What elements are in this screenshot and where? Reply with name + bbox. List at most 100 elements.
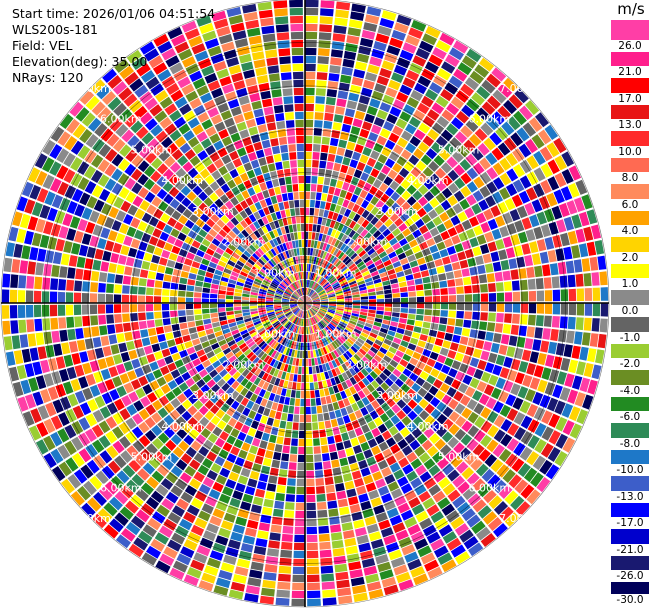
velocity-gate: [221, 136, 233, 147]
velocity-gate: [92, 439, 105, 453]
velocity-gate: [247, 274, 255, 281]
velocity-gate: [151, 254, 161, 264]
velocity-gate: [147, 138, 160, 151]
velocity-gate: [227, 339, 236, 347]
velocity-gate: [253, 320, 262, 326]
velocity-gate: [305, 301, 312, 303]
velocity-gate: [406, 470, 418, 482]
velocity-gate: [488, 283, 496, 292]
velocity-gate: [320, 297, 328, 300]
velocity-gate: [453, 442, 465, 454]
velocity-gate: [180, 185, 191, 196]
velocity-gate: [310, 240, 315, 248]
velocity-gate: [92, 409, 105, 423]
velocity-gate: [511, 194, 523, 208]
velocity-gate: [291, 176, 298, 184]
velocity-gate: [400, 383, 411, 393]
velocity-gate: [555, 433, 568, 449]
velocity-gate: [261, 216, 269, 225]
velocity-gate: [436, 426, 448, 438]
velocity-gate: [218, 311, 226, 317]
velocity-gate: [47, 236, 58, 250]
velocity-gate: [297, 159, 304, 168]
velocity-gate: [71, 352, 81, 365]
velocity-gate: [378, 251, 388, 259]
velocity-gate: [124, 71, 139, 86]
velocity-gate: [207, 107, 219, 118]
velocity-gate: [128, 247, 138, 258]
velocity-gate: [315, 200, 321, 209]
velocity-gate: [306, 462, 314, 471]
velocity-gate: [526, 363, 536, 376]
velocity-gate: [292, 274, 297, 282]
velocity-gate: [174, 136, 187, 148]
range-ring-label: 7.00km: [499, 82, 541, 95]
velocity-gate: [277, 370, 283, 379]
velocity-gate: [286, 217, 292, 225]
velocity-gate: [312, 299, 320, 302]
velocity-gate: [447, 227, 458, 237]
velocity-gate: [426, 238, 436, 247]
velocity-gate: [201, 572, 216, 584]
velocity-gate: [375, 33, 390, 44]
velocity-gate: [351, 288, 359, 293]
velocity-gate: [356, 534, 369, 545]
velocity-gate: [582, 394, 594, 410]
velocity-gate: [375, 406, 385, 416]
velocity-gate: [503, 137, 517, 151]
velocity-gate: [102, 68, 117, 83]
velocity-gate: [294, 200, 300, 208]
velocity-gate: [366, 213, 375, 222]
velocity-gate: [281, 300, 290, 303]
velocity-gate: [286, 421, 293, 430]
velocity-gate: [274, 298, 282, 301]
velocity-gate: [440, 288, 448, 295]
velocity-gate: [138, 320, 147, 330]
velocity-gate: [179, 518, 193, 531]
velocity-gate: [234, 288, 243, 293]
velocity-gate: [447, 489, 461, 502]
velocity-gate: [300, 263, 304, 272]
velocity-gate: [292, 316, 297, 324]
velocity-gate: [270, 317, 278, 323]
velocity-gate: [281, 453, 290, 462]
velocity-gate: [357, 280, 365, 286]
velocity-gate: [305, 358, 309, 367]
velocity-gate: [440, 364, 451, 375]
velocity-gate: [389, 213, 399, 223]
velocity-gate: [347, 455, 357, 465]
velocity-gate: [138, 435, 151, 447]
velocity-gate: [373, 321, 382, 327]
velocity-gate: [164, 355, 174, 365]
velocity-gate: [470, 458, 483, 471]
velocity-gate: [294, 281, 299, 289]
velocity-gate: [466, 399, 478, 411]
velocity-gate: [340, 216, 348, 225]
velocity-gate: [395, 421, 406, 432]
velocity-gate: [252, 496, 264, 506]
velocity-gate: [390, 414, 401, 425]
velocity-gate: [153, 33, 169, 47]
velocity-gate: [327, 211, 334, 220]
velocity-gate: [361, 29, 376, 40]
velocity-gate: [134, 84, 149, 98]
velocity-gate: [329, 203, 337, 212]
velocity-gate: [296, 135, 304, 144]
velocity-gate: [394, 217, 404, 227]
velocity-gate: [399, 49, 414, 61]
velocity-gate: [429, 197, 440, 208]
velocity-gate: [514, 220, 525, 233]
velocity-gate: [238, 95, 250, 106]
velocity-gate: [163, 242, 173, 252]
velocity-gate: [220, 392, 230, 402]
velocity-gate: [292, 566, 305, 575]
velocity-gate: [253, 377, 261, 386]
velocity-gate: [558, 202, 570, 218]
velocity-gate: [399, 313, 408, 319]
velocity-gate: [336, 417, 345, 426]
velocity-gate: [400, 179, 411, 190]
velocity-gate: [564, 373, 575, 388]
velocity-gate: [423, 427, 435, 439]
velocity-gate: [279, 316, 286, 322]
velocity-gate: [105, 430, 118, 444]
